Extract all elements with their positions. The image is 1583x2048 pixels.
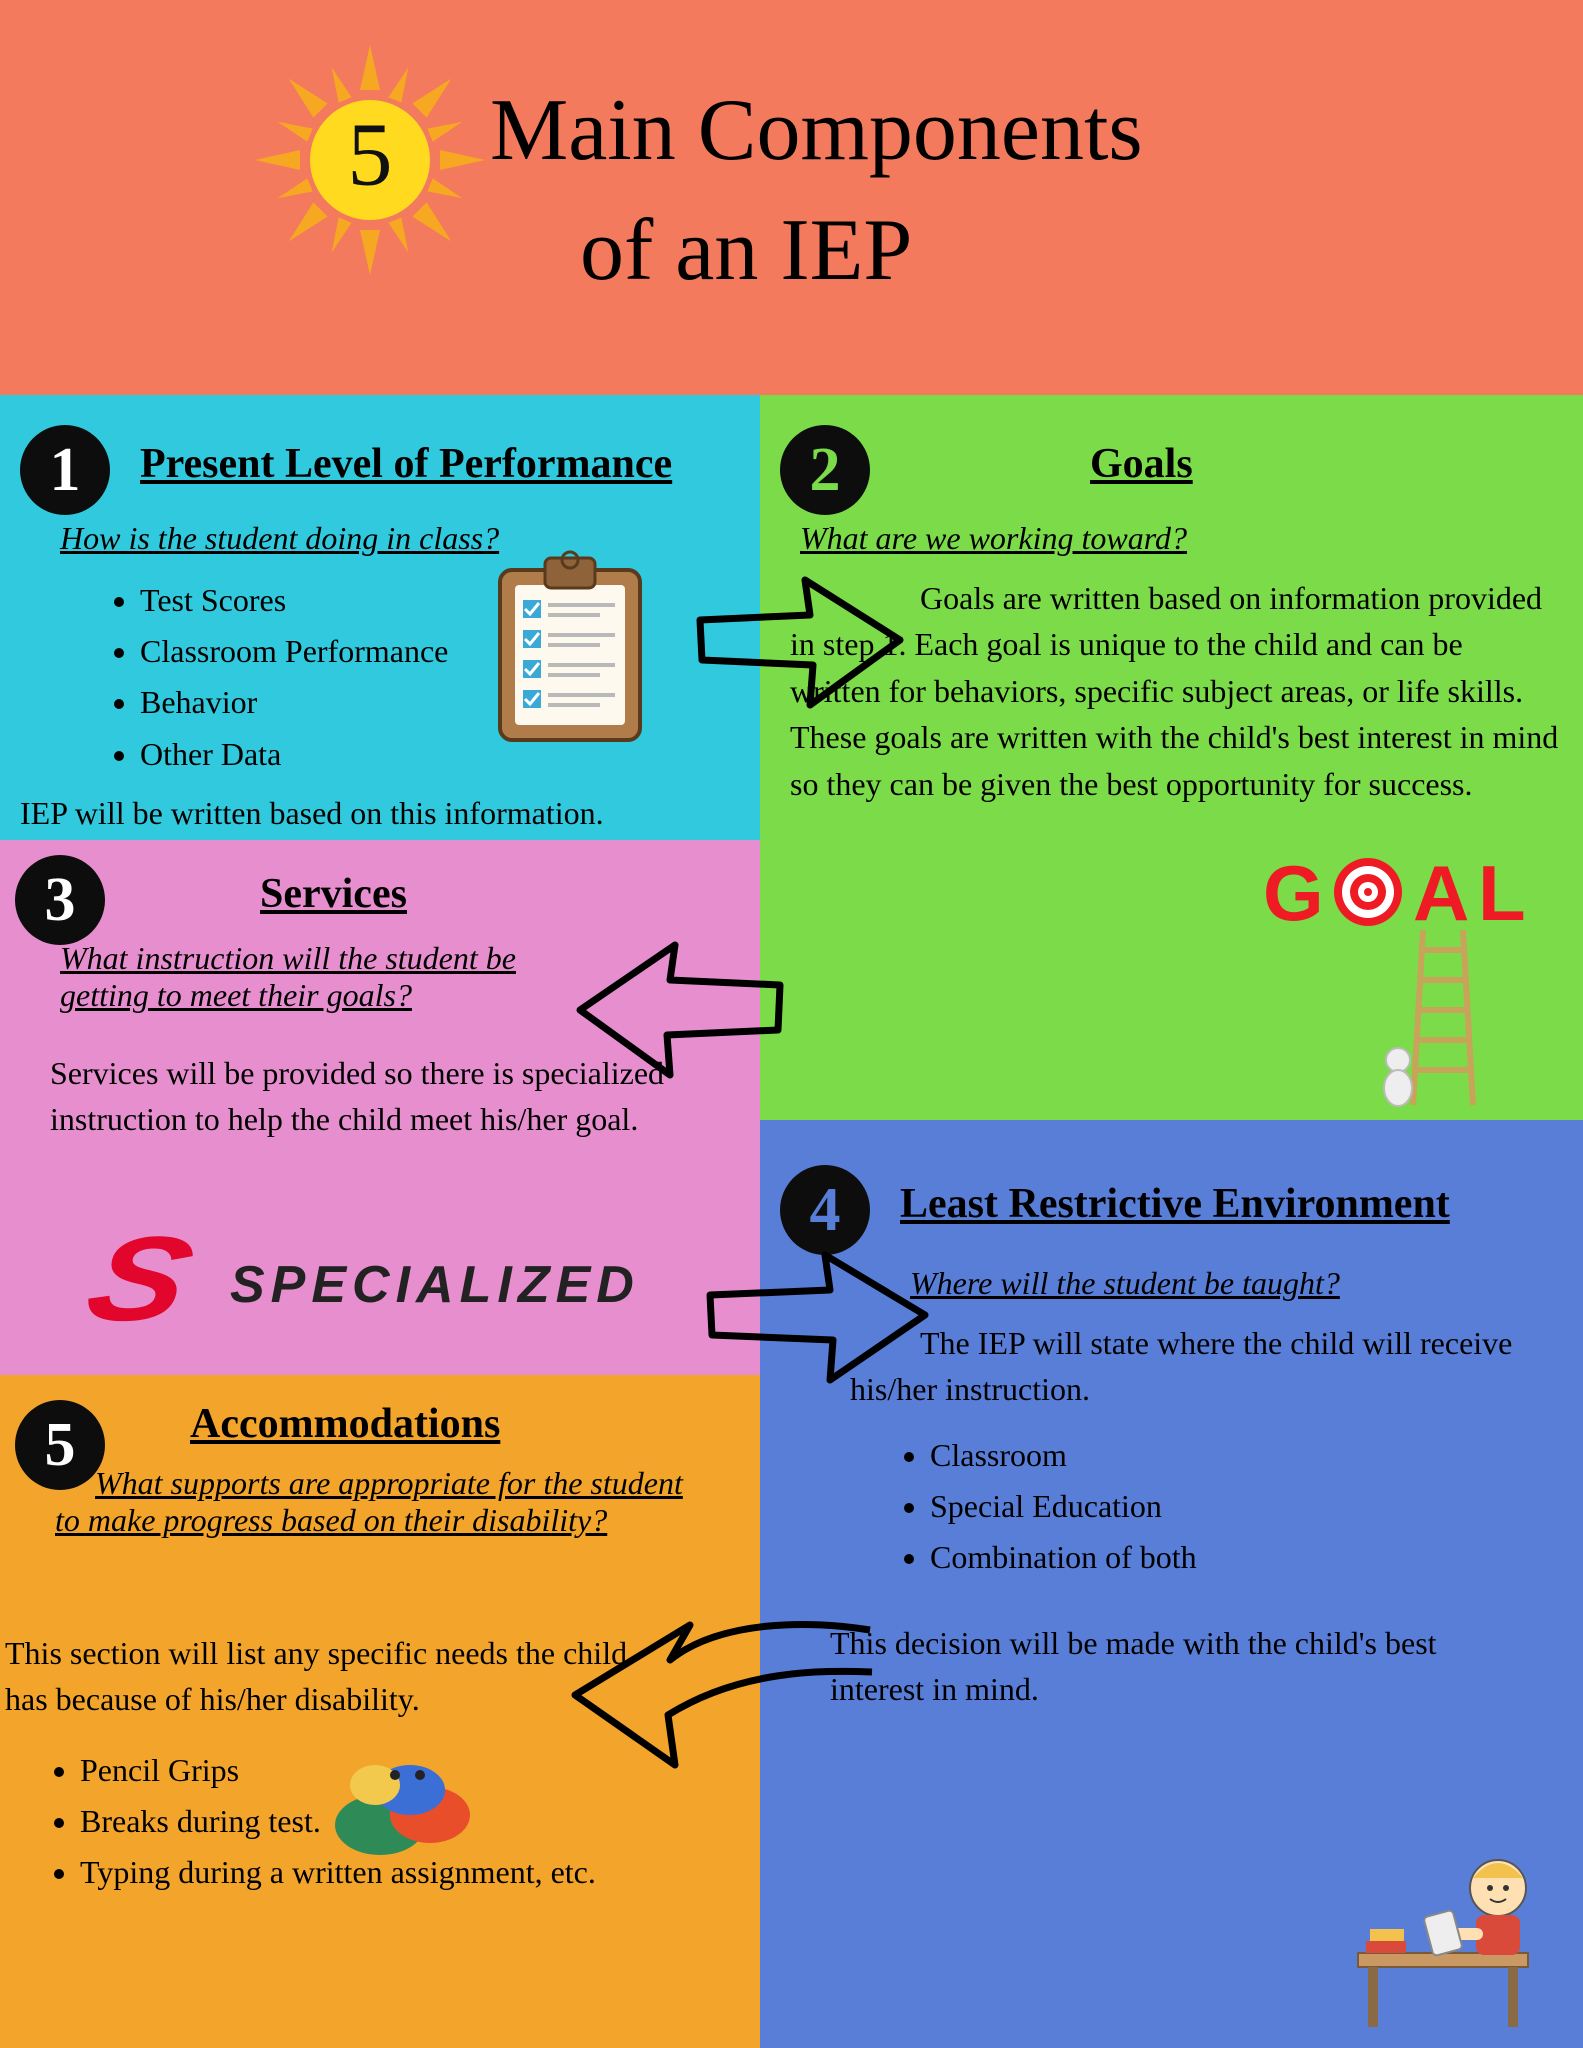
p1-title: Present Level of Performance — [140, 440, 672, 488]
svg-text:A: A — [1413, 850, 1469, 937]
badge-3: 3 — [15, 855, 105, 945]
student-at-desk-icon — [1348, 1833, 1568, 2033]
playdough-icon — [320, 1745, 500, 1875]
p3-subtitle: What instruction will the student be get… — [60, 940, 580, 1014]
svg-text:G: G — [1263, 850, 1324, 937]
badge-2-num: 2 — [810, 435, 841, 506]
p2-title: Goals — [1090, 440, 1193, 488]
p4-title: Least Restrictive Environment — [900, 1180, 1450, 1228]
p1-bullet: Classroom Performance — [140, 626, 448, 677]
title-line1: Main Components — [490, 80, 1143, 181]
badge-1-num: 1 — [50, 435, 81, 506]
p4-intro: The IEP will state where the child will … — [850, 1320, 1530, 1413]
p1-bullet: Other Data — [140, 729, 448, 780]
p4-bullet: Combination of both — [930, 1532, 1197, 1583]
p1-subtitle: How is the student doing in class? — [60, 520, 499, 557]
specialized-wordmark: SPECIALIZED — [230, 1255, 640, 1315]
p2-subtitle: What are we working toward? — [800, 520, 1187, 557]
arrow-3-to-4-icon — [700, 1245, 930, 1385]
panel-services: 3 Services What instruction will the stu… — [0, 840, 760, 1375]
badge-4: 4 — [780, 1165, 870, 1255]
panel-present-level: 1 Present Level of Performance How is th… — [0, 395, 760, 840]
sun-icon: 5 — [250, 40, 490, 280]
arrow-2-to-3-icon — [570, 935, 790, 1085]
arrow-1-to-2-icon — [690, 570, 910, 710]
badge-3-num: 3 — [45, 865, 76, 936]
p5-subtitle: What supports are appropriate for the st… — [55, 1465, 695, 1539]
p4-footer: This decision will be made with the chil… — [830, 1620, 1530, 1713]
p1-footer: IEP will be written based on this inform… — [20, 790, 740, 836]
p4-bullet: Special Education — [930, 1481, 1197, 1532]
title-line2: of an IEP — [580, 200, 912, 301]
p5-title: Accommodations — [190, 1400, 500, 1448]
p1-bullet: Behavior — [140, 677, 448, 728]
p3-title: Services — [260, 870, 407, 918]
svg-text:L: L — [1478, 850, 1526, 937]
sun-number: 5 — [348, 103, 393, 206]
badge-2: 2 — [780, 425, 870, 515]
specialized-s-mark-icon: S — [74, 1210, 207, 1348]
p4-bullet: Classroom — [930, 1430, 1197, 1481]
clipboard-icon — [490, 550, 650, 750]
goal-art-icon: G A L — [1263, 850, 1563, 1110]
page: 5 Main Components of an IEP 1 Present Le… — [0, 0, 1583, 2048]
badge-4-num: 4 — [810, 1175, 841, 1246]
arrow-4-to-5-icon — [560, 1600, 880, 1780]
p4-bullets: Classroom Special Education Combination … — [930, 1430, 1197, 1584]
p1-bullets: Test Scores Classroom Performance Behavi… — [140, 575, 448, 780]
p1-bullet: Test Scores — [140, 575, 448, 626]
header-band: 5 Main Components of an IEP — [0, 0, 1583, 395]
panel-goals: 2 Goals What are we working toward? Goal… — [760, 395, 1583, 1120]
badge-1: 1 — [20, 425, 110, 515]
p5-body: This section will list any specific need… — [5, 1630, 655, 1723]
p4-subtitle: Where will the student be taught? — [910, 1265, 1340, 1302]
